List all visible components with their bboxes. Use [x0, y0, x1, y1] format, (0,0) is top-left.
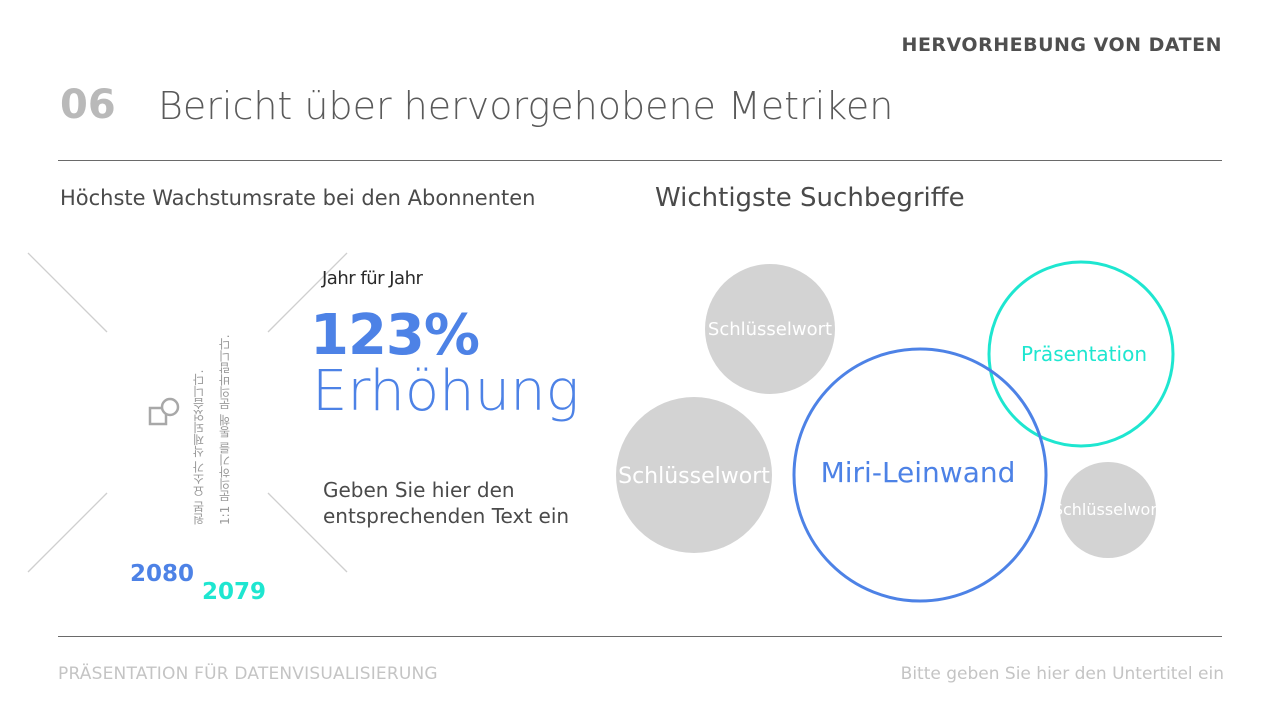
svg-text:Schlüsselwort: Schlüsselwort: [1053, 500, 1163, 519]
metric-label: Erhöhung: [312, 359, 580, 424]
shapes-placeholder-icon: [148, 397, 180, 426]
period-label: Jahr für Jahr: [322, 268, 423, 289]
body-text: Geben Sie hier den entsprechenden Text e…: [323, 478, 570, 528]
footer-subtitle: Bitte geben Sie hier den Untertitel ein: [900, 664, 1224, 684]
svg-text:Schlüsselwort: Schlüsselwort: [708, 319, 832, 340]
svg-text:Schlüsselwort: Schlüsselwort: [618, 464, 770, 489]
slide-title: Bericht über hervorgehobene Metriken: [158, 84, 894, 128]
bubble-presentation: Präsentation: [987, 260, 1175, 448]
svg-text:Präsentation: Präsentation: [1021, 342, 1147, 366]
left-section-heading: Höchste Wachstumsrate bei den Abonnenten: [60, 186, 536, 210]
bubble-miri-leinwand: Miri-Leinwand: [792, 347, 1048, 603]
bottom-divider: [58, 636, 1222, 637]
year-2080-label: 2080: [130, 561, 195, 587]
keyword-bubbles: Schlüsselwort Schlüsselwort Schlüsselwor…: [616, 260, 1175, 603]
right-section-heading: Wichtigste Suchbegriffe: [655, 183, 965, 213]
slide-number: 06: [60, 82, 116, 128]
placeholder-line-2: 1:1 문의하기를 통해 문의바랍니다.: [218, 334, 232, 525]
top-divider: [58, 160, 1222, 161]
placeholder-line-1: 원본 요소가 삭제되었습니다.: [192, 369, 206, 525]
decorative-cross-graphic: [27, 252, 348, 573]
bubble-keyword-5: Schlüsselwort: [1053, 462, 1163, 558]
footer-title: PRÄSENTATION FÜR DATENVISUALISIERUNG: [58, 664, 438, 684]
bubble-keyword-1: Schlüsselwort: [705, 264, 835, 394]
metric-value: 123%: [310, 303, 480, 368]
svg-text:Miri-Leinwand: Miri-Leinwand: [821, 456, 1016, 489]
bubble-keyword-3: Schlüsselwort: [616, 397, 772, 553]
year-2079-label: 2079: [202, 579, 267, 605]
category-label: HERVORHEBUNG VON DATEN: [901, 34, 1222, 56]
